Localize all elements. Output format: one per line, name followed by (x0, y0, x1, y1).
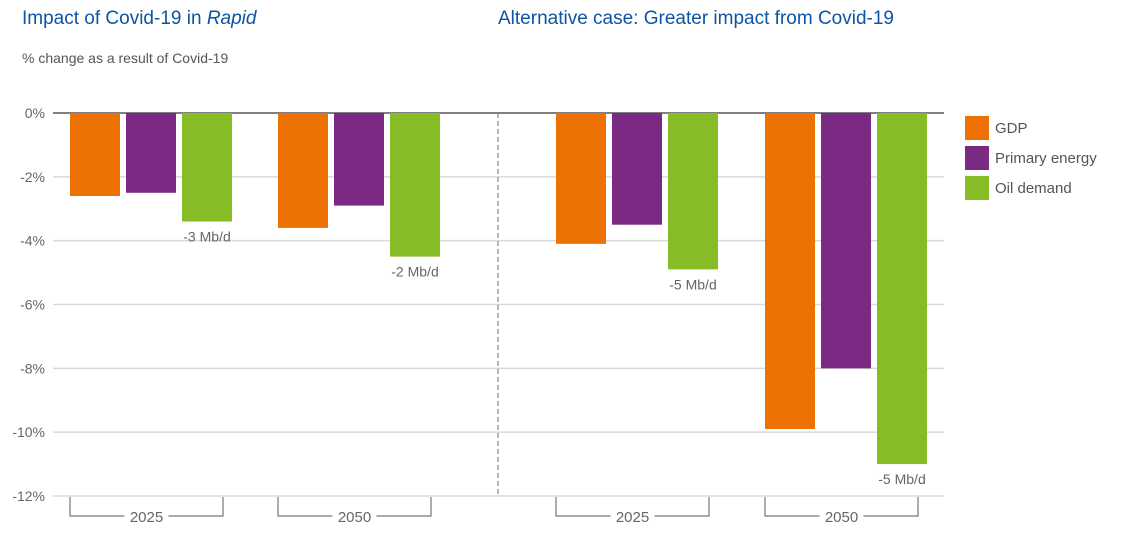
title-italic-rapid: Rapid (206, 8, 257, 29)
category-bracket-left (764, 497, 820, 517)
bar-oil-demand-2025 (182, 113, 232, 222)
legend-swatch-oil-demand (965, 176, 989, 200)
bar-primary-energy-2050 (334, 113, 384, 206)
category-bracket-left (277, 497, 333, 517)
bar-oil-demand-2050 (390, 113, 440, 257)
oil-demand-annotation: -5 Mb/d (669, 276, 716, 292)
oil-demand-annotation: -5 Mb/d (878, 471, 925, 487)
legend-label-gdp: GDP (995, 119, 1028, 137)
y-tick-label: -4% (20, 233, 45, 249)
legend-swatch-primary-energy (965, 146, 989, 170)
category-bracket-left (555, 497, 611, 517)
y-tick-label: -10% (12, 424, 45, 440)
chart-title-rapid: Impact of Covid-19 in Rapid (22, 8, 256, 30)
bar-oil-demand-2050 (877, 113, 927, 465)
bar-primary-energy-2025 (126, 113, 176, 193)
oil-demand-annotation: -3 Mb/d (183, 229, 230, 245)
legend-swatch-gdp (965, 116, 989, 140)
category-bracket-right (168, 497, 224, 517)
legend-item-gdp: GDP (965, 113, 1097, 143)
bar-gdp-2025 (70, 113, 120, 196)
legend: GDP Primary energy Oil demand (965, 113, 1097, 203)
chart-title-alternative: Alternative case: Greater impact from Co… (498, 8, 894, 29)
x-category-label: 2050 (338, 509, 371, 526)
y-tick-label: -2% (20, 169, 45, 185)
y-tick-label: 0% (25, 105, 45, 121)
y-tick-label: -6% (20, 297, 45, 313)
category-bracket-right (376, 497, 432, 517)
x-category-label: 2050 (825, 509, 858, 526)
x-category-label: 2025 (130, 509, 163, 526)
x-category-label: 2025 (616, 509, 649, 526)
category-bracket-left (69, 497, 125, 517)
legend-item-oil-demand: Oil demand (965, 173, 1097, 203)
legend-label-oil-demand: Oil demand (995, 179, 1072, 197)
legend-label-primary-energy: Primary energy (995, 149, 1097, 167)
title-text: Impact of Covid-19 in (22, 8, 207, 29)
bar-gdp-2050 (765, 113, 815, 429)
legend-item-primary-energy: Primary energy (965, 143, 1097, 173)
oil-demand-annotation: -2 Mb/d (391, 264, 438, 280)
bar-gdp-2025 (556, 113, 606, 244)
y-tick-label: -12% (12, 488, 45, 504)
category-bracket-right (863, 497, 919, 517)
y-axis-label: % change as a result of Covid-19 (22, 50, 229, 66)
bar-gdp-2050 (278, 113, 328, 228)
category-bracket-right (654, 497, 710, 517)
bar-primary-energy-2050 (821, 113, 871, 369)
y-tick-label: -8% (20, 360, 45, 376)
bar-oil-demand-2025 (668, 113, 718, 270)
bar-primary-energy-2025 (612, 113, 662, 225)
